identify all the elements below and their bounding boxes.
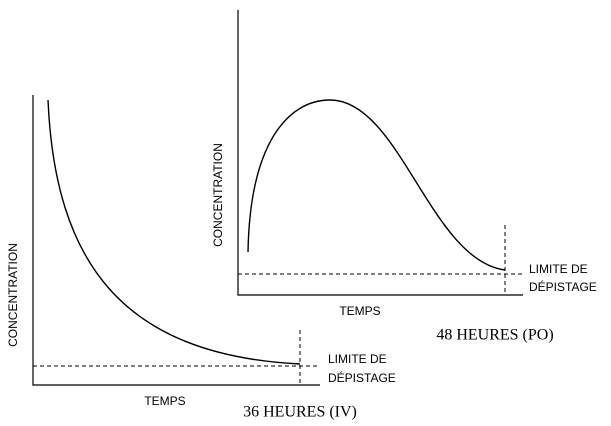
curve [247,99,506,271]
axes [32,95,320,386]
limit-label: LIMITE DE [529,262,588,276]
panel-po: CONCENTRATION TEMPS LIMITE DE DÉPISTAGE … [211,10,597,344]
limit-label: LIMITE DE [328,352,387,366]
axes [237,10,523,296]
x-label: TEMPS [144,394,185,408]
limit-label: DÉPISTAGE [328,370,396,385]
limit-label: DÉPISTAGE [529,279,597,294]
panel-iv: CONCENTRATION TEMPS LIMITE DE DÉPISTAGE … [6,95,396,421]
y-label: CONCENTRATION [6,243,20,347]
caption: 36 HEURES (IV) [243,404,357,421]
caption: 48 HEURES (PO) [436,327,553,344]
y-label: CONCENTRATION [211,143,225,247]
curve [47,99,301,365]
x-label: TEMPS [339,304,380,318]
